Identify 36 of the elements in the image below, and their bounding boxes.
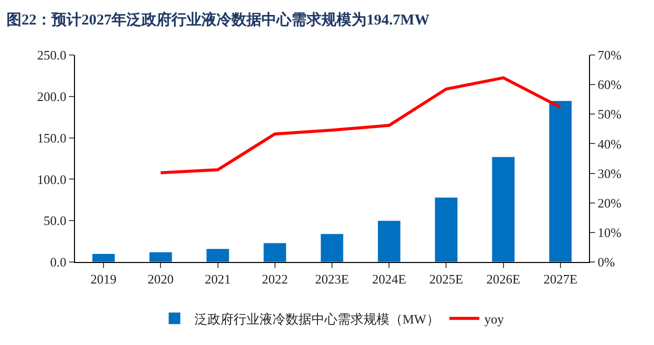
legend-label: yoy	[484, 311, 504, 326]
legend-label: 泛政府行业液冷数据中心需求规模（MW）	[194, 311, 440, 326]
x-tick-label: 2020	[148, 272, 174, 287]
bar	[377, 220, 401, 262]
y2-tick-label: 60%	[598, 77, 622, 92]
x-tick-label: 2025E	[429, 272, 464, 287]
bar	[492, 156, 516, 262]
x-tick-label: 2027E	[543, 272, 578, 287]
x-tick-label: 2021	[204, 272, 231, 287]
y2-tick-label: 50%	[598, 106, 622, 122]
y-tick-label: 100.0	[37, 172, 66, 187]
y-tick-label: 0.0	[50, 254, 66, 270]
y2-tick-label: 40%	[598, 136, 622, 152]
y2-tick-label: 70%	[598, 48, 622, 63]
x-tick-label: 2023E	[315, 272, 350, 287]
y-tick-label: 200.0	[37, 88, 66, 104]
bar	[206, 248, 230, 262]
bar	[92, 253, 116, 262]
bar	[148, 252, 172, 262]
y-tick-label: 250.0	[37, 48, 66, 63]
x-tick-label: 2022	[262, 272, 288, 287]
bar	[263, 242, 287, 262]
bar	[548, 100, 572, 262]
y-tick-label: 50.0	[44, 213, 66, 228]
x-tick-label: 2024E	[372, 272, 406, 287]
chart-title: 图22：预计2027年泛政府行业液冷数据中心需求规模为194.7MW	[6, 10, 430, 28]
bar	[434, 197, 458, 262]
y2-tick-label: 10%	[598, 224, 622, 240]
y2-tick-label: 20%	[598, 195, 622, 210]
line-series	[159, 76, 562, 174]
bar	[320, 234, 344, 262]
x-tick-label: 2026E	[486, 272, 520, 287]
y-tick-label: 150.0	[37, 130, 66, 146]
x-tick-label: 2019	[90, 272, 117, 287]
y2-tick-label: 30%	[598, 166, 622, 181]
y2-tick-label: 0%	[598, 254, 616, 270]
